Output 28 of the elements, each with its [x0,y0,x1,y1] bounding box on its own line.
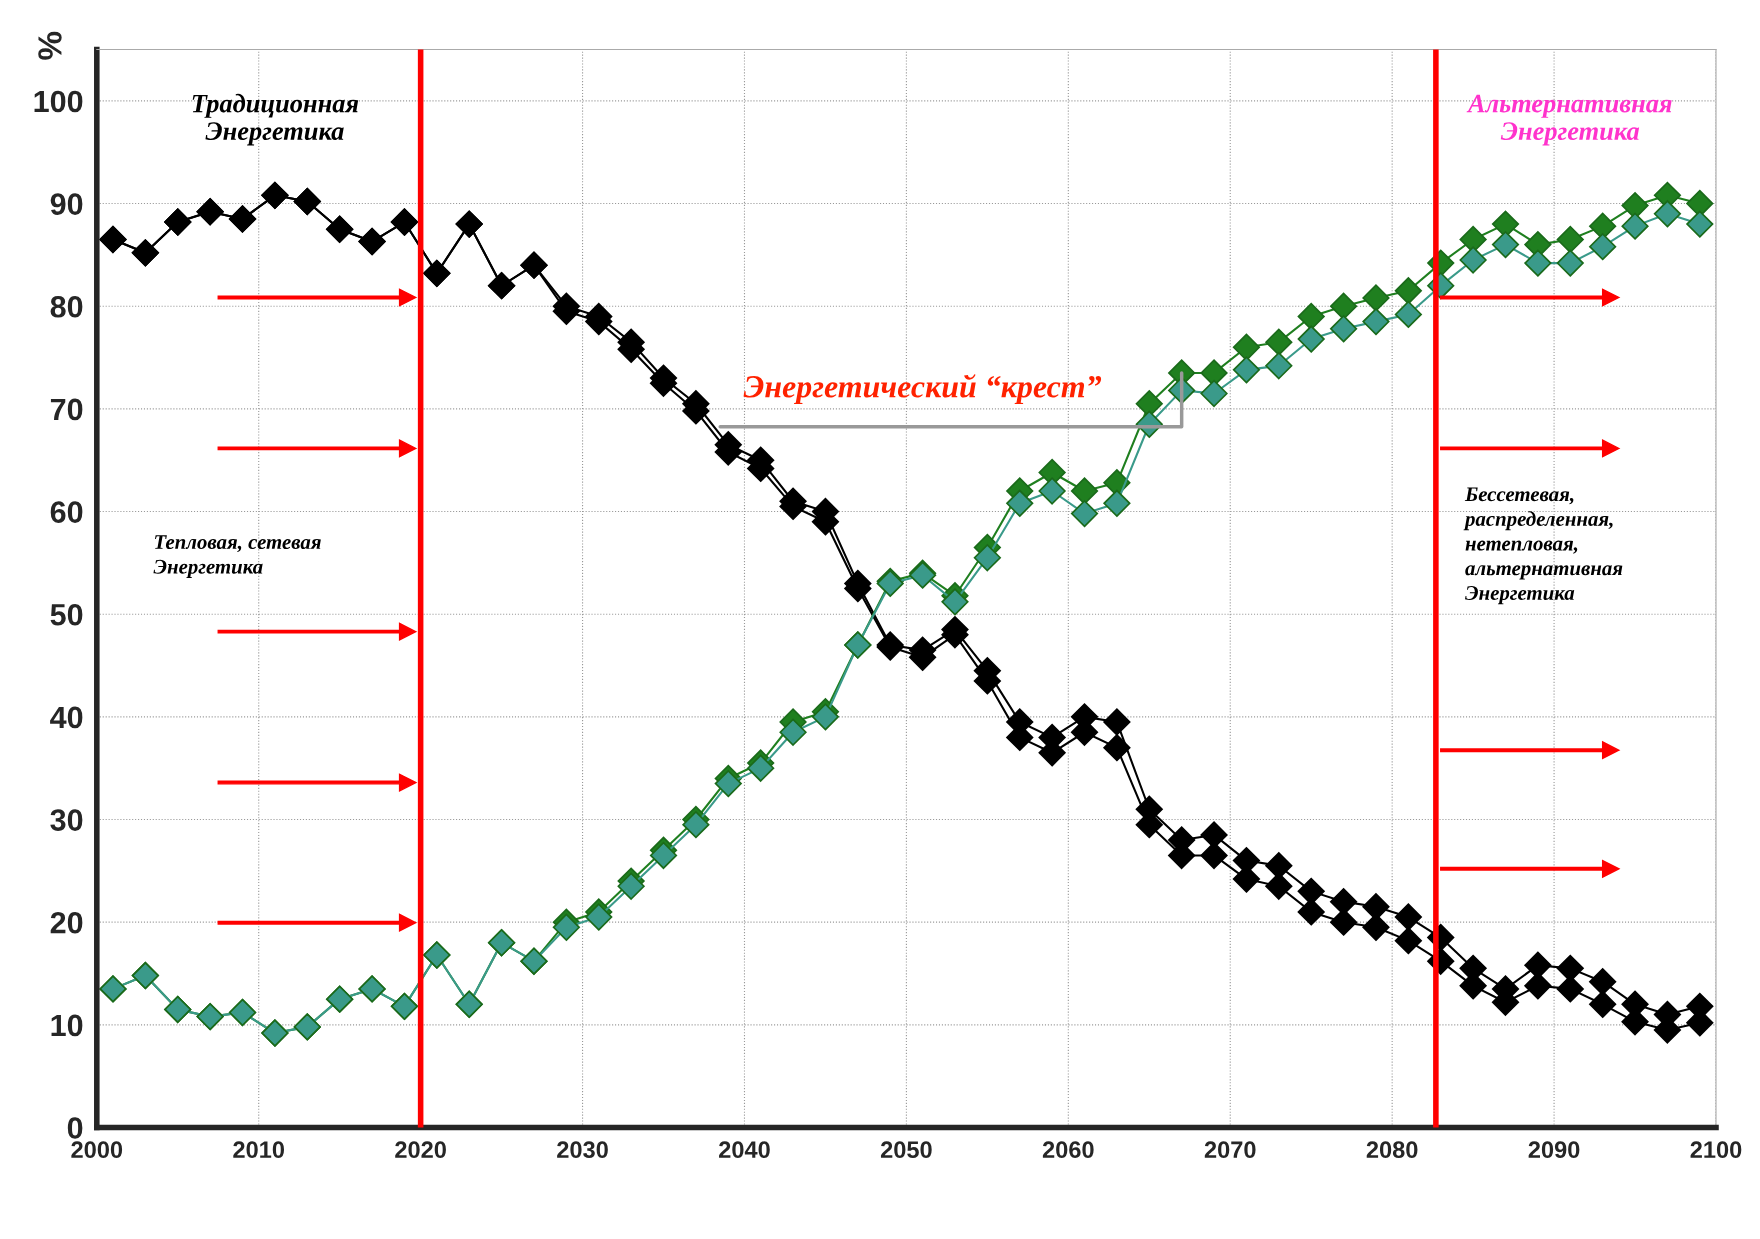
y-tick-label: 80 [50,295,83,318]
y-tick-label: 10 [51,1014,83,1037]
y-axis-title: % [38,31,62,60]
y-tick-label: 50 [50,603,83,626]
y-tick-label: 40 [50,706,83,729]
x-tick-label: 2080 [1366,1141,1418,1159]
annotation: Традиционная Энергетика [192,93,359,146]
y-tick-label: 30 [50,809,83,831]
annotation: Бессетевая, распределенная, нетепловая, альтернативная Энергетика [1463,487,1623,605]
annotation: Энергетический “крест” [743,374,1102,405]
x-tick-label: 2090 [1528,1141,1580,1159]
y-tick-label: 70 [50,398,83,421]
x-tick-label: 2000 [71,1141,123,1159]
y-tick-label: 0 [67,1117,83,1139]
y-tick-label: 20 [50,911,83,934]
x-tick-label: 2060 [1042,1141,1094,1159]
x-tick-label: 2070 [1204,1141,1256,1159]
y-tick-label: 90 [50,193,83,215]
x-tick-label: 2020 [395,1141,446,1159]
x-tick-label: 2040 [719,1141,770,1159]
annotation: Тепловая, сетевая Энергетика [153,535,321,578]
annotation: Альтернативная Энергетика [1466,94,1672,146]
x-tick-label: 2050 [880,1141,932,1159]
x-tick-label: 2010 [233,1141,285,1159]
y-tick-label: 60 [50,501,83,523]
x-tick-label: 2030 [557,1141,608,1159]
x-tick-label: 2100 [1690,1141,1742,1159]
y-tick-label: 100 [34,90,83,113]
